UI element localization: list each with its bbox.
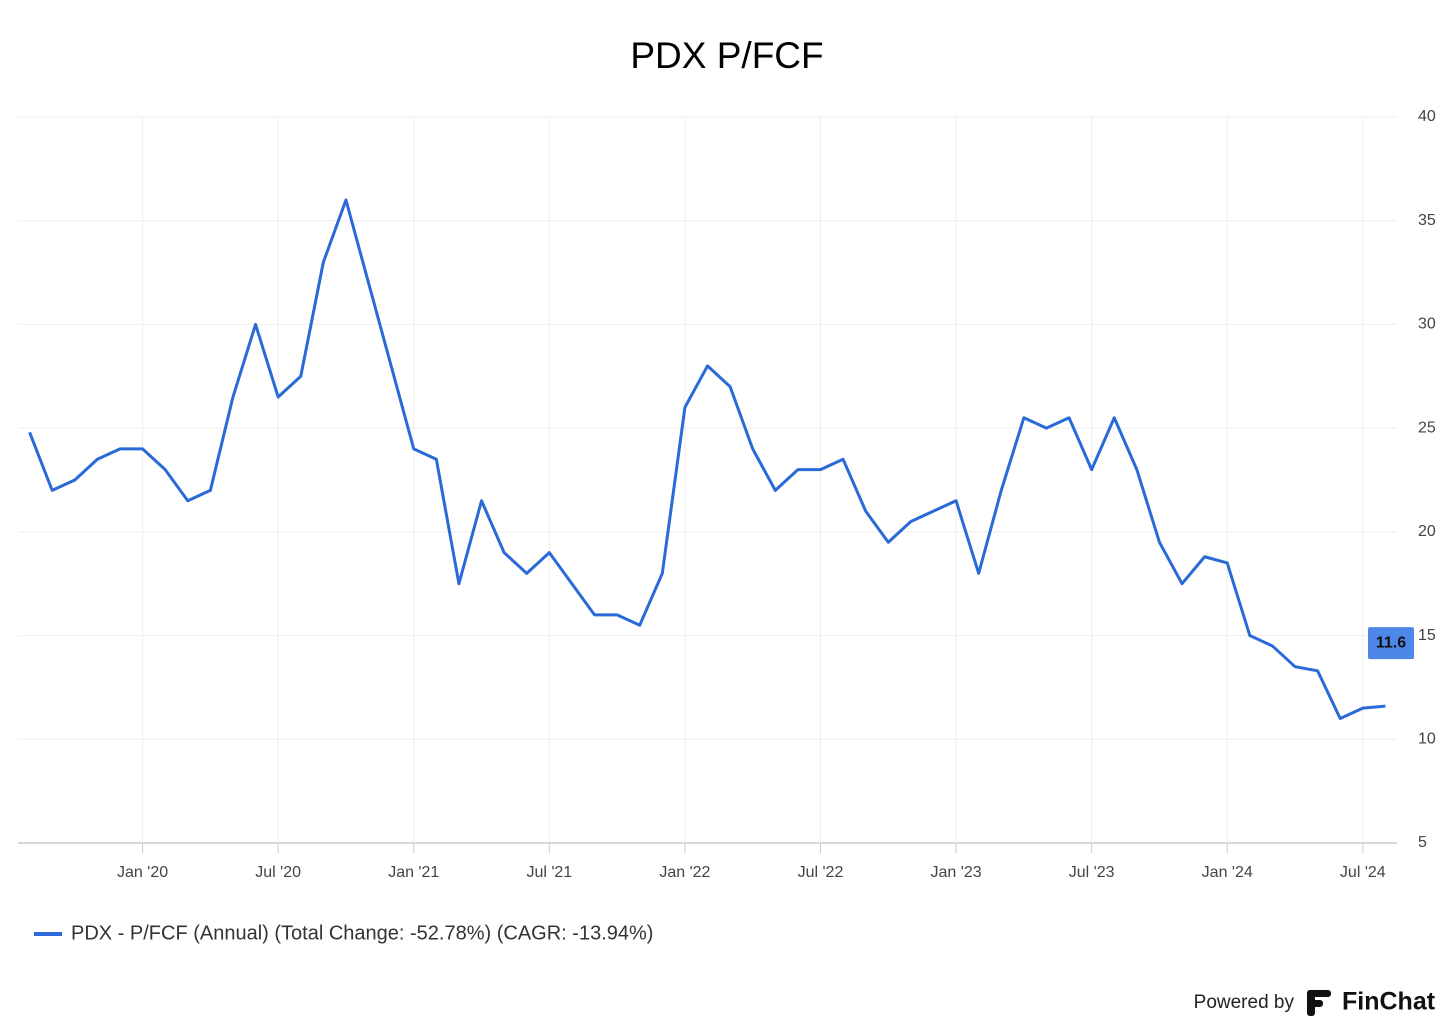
x-tick-label: Jan '23 bbox=[931, 864, 982, 881]
x-tick-label: Jan '24 bbox=[1202, 864, 1253, 881]
y-tick-label: 40 bbox=[1418, 108, 1436, 125]
x-tick-label: Jul '21 bbox=[526, 864, 572, 881]
legend-label: PDX - P/FCF (Annual) (Total Change: -52.… bbox=[71, 922, 653, 944]
y-tick-label: 25 bbox=[1418, 419, 1436, 436]
chart-title: PDX P/FCF bbox=[630, 35, 823, 76]
y-tick-label: 30 bbox=[1418, 316, 1436, 333]
x-tick-label: Jul '24 bbox=[1340, 864, 1386, 881]
y-tick-label: 20 bbox=[1418, 523, 1436, 540]
y-tick-label: 10 bbox=[1418, 731, 1436, 748]
y-tick-label: 5 bbox=[1418, 834, 1427, 851]
x-tick-label: Jul '23 bbox=[1069, 864, 1115, 881]
last-value-badge bbox=[1368, 627, 1414, 660]
footer-brand: FinChat bbox=[1342, 988, 1436, 1016]
data-line bbox=[28, 198, 1386, 721]
footer-text: Powered by bbox=[1194, 992, 1295, 1013]
x-tick-label: Jan '20 bbox=[117, 864, 168, 881]
x-tick-label: Jul '20 bbox=[255, 864, 301, 881]
x-tick-label: Jul '22 bbox=[798, 864, 844, 881]
y-tick-label: 35 bbox=[1418, 212, 1436, 229]
x-tick-label: Jan '22 bbox=[659, 864, 710, 881]
last-value-label: 11.6 bbox=[1376, 634, 1406, 651]
x-tick-label: Jan '21 bbox=[388, 864, 439, 881]
brand-logo bbox=[1307, 990, 1331, 1016]
y-tick-label: 15 bbox=[1418, 627, 1436, 644]
